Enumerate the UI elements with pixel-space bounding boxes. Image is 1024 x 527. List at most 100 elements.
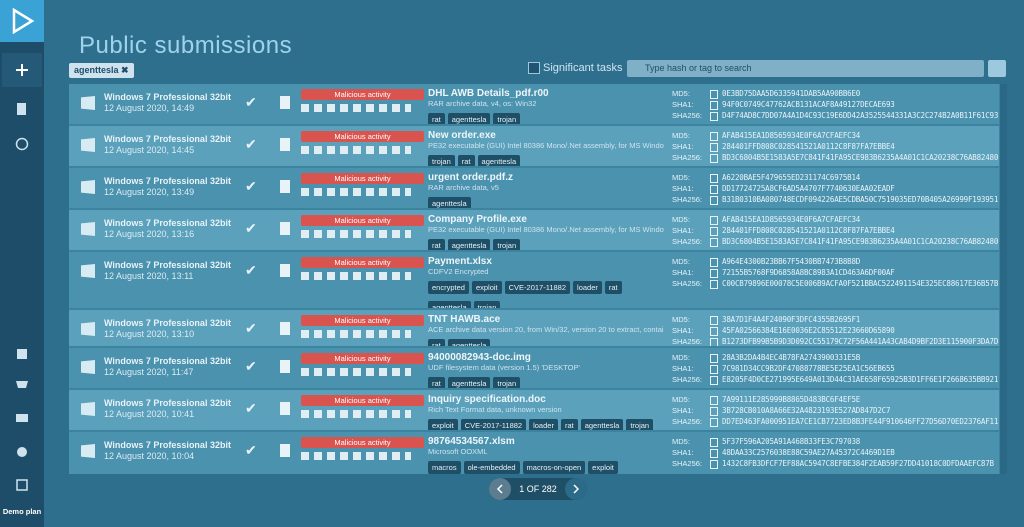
tag[interactable]: trojan: [493, 239, 521, 250]
tag[interactable]: agenttesla: [447, 339, 491, 346]
logo[interactable]: [0, 0, 44, 42]
tag[interactable]: macros-on-open: [522, 461, 586, 474]
copy-icon[interactable]: [710, 396, 718, 405]
copy-icon[interactable]: [710, 258, 718, 267]
copy-icon[interactable]: [710, 354, 718, 363]
filter-button[interactable]: [988, 60, 1006, 77]
tag[interactable]: encrypted: [428, 281, 469, 294]
tag[interactable]: agenttesla: [428, 197, 471, 208]
copy-icon[interactable]: [710, 438, 718, 447]
tag[interactable]: agenttesla: [580, 419, 624, 430]
tag[interactable]: trojan: [493, 113, 521, 124]
copy-icon[interactable]: [710, 196, 718, 205]
copy-icon[interactable]: [710, 338, 718, 346]
tag[interactable]: CVE-2017-11882: [460, 419, 527, 430]
hash-value: DD7ED463FA000951EA7CE1CB7723ED8B3FE44F91…: [722, 417, 999, 426]
hash-value: 38A7D1F4A4F24090F3DFC4355B2695F1: [722, 315, 861, 324]
tag[interactable]: loader: [529, 419, 558, 430]
copy-icon[interactable]: [710, 174, 718, 183]
next-button[interactable]: [565, 478, 587, 500]
copy-icon[interactable]: [710, 112, 718, 121]
copy-icon[interactable]: [710, 216, 718, 225]
copy-icon[interactable]: [710, 269, 718, 278]
help-icon[interactable]: [17, 447, 27, 457]
os-name: Windows 7 Professional 32bit: [104, 218, 231, 228]
hash-label: SHA256:: [672, 153, 703, 162]
copy-icon[interactable]: [710, 154, 718, 163]
new-task-icon[interactable]: [16, 64, 28, 76]
submission-row[interactable]: Windows 7 Professional 32bit 12 August 20…: [69, 210, 999, 250]
tag[interactable]: loader: [573, 281, 602, 294]
copy-icon[interactable]: [710, 227, 718, 236]
submission-row[interactable]: Windows 7 Professional 32bit 12 August 20…: [69, 348, 999, 388]
submission-row[interactable]: Windows 7 Professional 32bit 12 August 20…: [69, 84, 999, 124]
filter-tag[interactable]: agenttesla ✖: [69, 63, 134, 78]
copy-icon[interactable]: [710, 90, 718, 99]
file-icon: [280, 322, 290, 335]
submission-row[interactable]: Windows 7 Professional 32bit 12 August 20…: [69, 310, 999, 346]
copy-icon[interactable]: [710, 238, 718, 247]
copy-icon[interactable]: [710, 365, 718, 374]
copy-icon[interactable]: [710, 449, 718, 458]
tag[interactable]: trojan: [428, 155, 455, 166]
submission-row[interactable]: Windows 7 Professional 32bit 12 August 20…: [69, 252, 999, 308]
cart-icon[interactable]: [16, 381, 28, 388]
significant-label: Significant tasks: [543, 62, 623, 74]
copy-icon[interactable]: [710, 418, 718, 427]
file-icon: [280, 222, 290, 235]
copy-icon[interactable]: [710, 132, 718, 141]
copy-icon[interactable]: [710, 316, 718, 325]
search-input[interactable]: [627, 60, 984, 77]
prev-button[interactable]: [489, 478, 511, 500]
tag[interactable]: exploit: [588, 461, 618, 474]
copy-icon[interactable]: [710, 407, 718, 416]
file-icon: [280, 138, 290, 151]
profile-icon[interactable]: [17, 349, 27, 359]
tag[interactable]: agenttesla: [447, 239, 491, 250]
tag[interactable]: exploit: [428, 419, 458, 430]
tags: rat agenttesla: [428, 335, 668, 346]
tag[interactable]: agenttesla: [477, 155, 521, 166]
copy-icon[interactable]: [710, 143, 718, 152]
submission-row[interactable]: Windows 7 Professional 32bit 12 August 20…: [69, 168, 999, 208]
tag[interactable]: trojan: [626, 419, 654, 430]
hash-value: AFAB415EA1D8565934E0F6A7CFAEFC34: [722, 131, 861, 140]
tag[interactable]: rat: [428, 339, 445, 346]
tag[interactable]: trojan: [473, 301, 501, 308]
submission-row[interactable]: Windows 7 Professional 32bit 12 August 20…: [69, 390, 999, 430]
file-description: UDF filesystem data (version 1.5) 'DESKT…: [428, 363, 580, 372]
copy-icon[interactable]: [710, 460, 718, 469]
copy-icon[interactable]: [710, 185, 718, 194]
tag[interactable]: agenttesla: [428, 301, 471, 308]
tag[interactable]: rat: [560, 419, 578, 430]
tag[interactable]: rat: [428, 239, 445, 250]
tag[interactable]: agenttesla: [447, 377, 491, 388]
tag[interactable]: macros: [428, 461, 461, 474]
copy-icon[interactable]: [710, 280, 718, 289]
logout-icon[interactable]: [16, 479, 28, 491]
submission-row[interactable]: Windows 7 Professional 32bit 12 August 20…: [69, 126, 999, 166]
file-icon: [280, 360, 290, 373]
file-name: Payment.xlsx: [428, 256, 492, 267]
tag[interactable]: rat: [428, 113, 445, 124]
tag[interactable]: rat: [428, 377, 445, 388]
tag[interactable]: rat: [604, 281, 622, 294]
reports-icon[interactable]: [17, 103, 26, 115]
tag[interactable]: rat: [457, 155, 475, 166]
significant-checkbox[interactable]: [528, 62, 540, 74]
copy-icon[interactable]: [710, 327, 718, 336]
history-icon[interactable]: [15, 137, 29, 151]
tag[interactable]: ole-embedded: [463, 461, 520, 474]
copy-icon[interactable]: [710, 376, 718, 385]
copy-icon[interactable]: [710, 101, 718, 110]
behavior-icons: [301, 330, 411, 338]
mail-icon[interactable]: [16, 414, 28, 422]
behavior-icons: [301, 410, 411, 418]
tag[interactable]: exploit: [471, 281, 502, 294]
tag[interactable]: trojan: [493, 377, 521, 388]
status-check: ✔: [245, 442, 257, 458]
tag[interactable]: agenttesla: [447, 113, 491, 124]
tag[interactable]: CVE-2017-11882: [504, 281, 571, 294]
submission-row[interactable]: Windows 7 Professional 32bit 12 August 20…: [69, 432, 999, 474]
behavior-icons: [301, 272, 411, 280]
